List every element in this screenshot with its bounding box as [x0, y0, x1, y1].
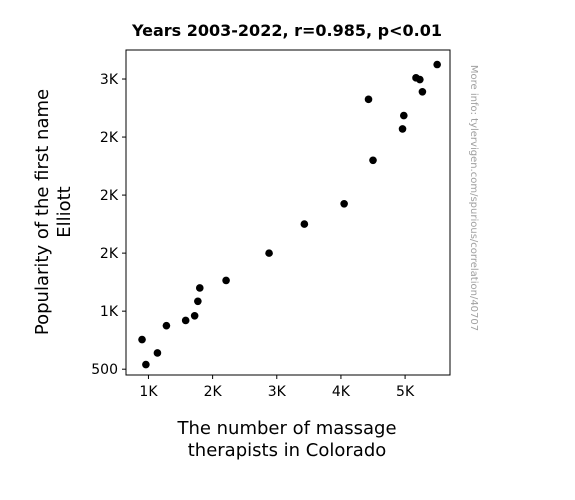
data-point	[340, 199, 348, 208]
x-tick-label: 5K	[396, 384, 415, 400]
plot-frame	[125, 49, 451, 376]
data-point	[153, 349, 162, 357]
y-axis-label-line-2: Elliott	[54, 186, 75, 238]
data-point	[222, 276, 230, 285]
data-point	[400, 111, 408, 120]
data-point	[265, 249, 273, 257]
data-point	[194, 297, 202, 306]
chart-title: Years 2003-2022, r=0.985, p<0.01	[131, 21, 442, 40]
data-point	[433, 60, 441, 69]
y-tick-label: 3K	[100, 72, 119, 88]
y-axis: 500 1K 2K 2K 2K 3K	[91, 72, 126, 378]
data-point	[181, 316, 190, 325]
source-watermark: More info: tylervigen.com/spurious/corre…	[468, 65, 479, 331]
y-tick-label: 2K	[100, 188, 119, 204]
x-axis-label-line-1: The number of massage	[176, 418, 396, 439]
data-point	[142, 360, 150, 369]
data-point	[195, 284, 204, 292]
x-axis: 1K 2K 3K 4K 5K	[139, 375, 415, 400]
x-tick-label: 2K	[204, 384, 223, 400]
data-point	[416, 75, 424, 84]
data-point	[418, 87, 427, 96]
data-point	[138, 335, 146, 344]
data-point	[398, 125, 407, 133]
y-axis-label-line-1: Popularity of the first name	[32, 89, 53, 335]
data-point	[162, 321, 171, 330]
x-tick-label: 1K	[139, 384, 158, 400]
y-tick-label: 2K	[100, 246, 119, 262]
y-tick-label: 2K	[100, 130, 119, 146]
data-point	[369, 156, 377, 165]
plot-area	[125, 49, 451, 376]
y-tick-label: 1K	[100, 304, 119, 320]
y-tick-label: 500	[91, 362, 118, 378]
data-point	[190, 312, 199, 320]
x-axis-label-line-2: therapists in Colorado	[188, 440, 387, 461]
x-tick-label: 3K	[268, 384, 287, 400]
data-point	[300, 220, 309, 228]
data-point	[364, 95, 373, 104]
x-tick-label: 4K	[332, 384, 351, 400]
